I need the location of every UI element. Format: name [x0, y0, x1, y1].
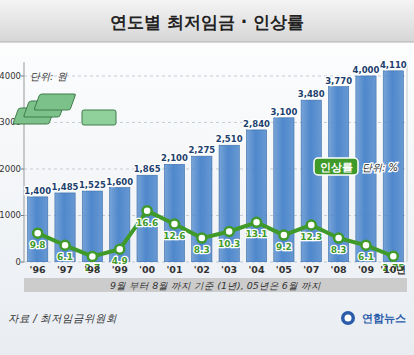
rate-value-label: 9.8 [30, 240, 46, 250]
y-unit-label: 단위: 원 [30, 71, 68, 82]
x-tick-label: '07 [303, 264, 319, 275]
x-tick-label: '99 [112, 264, 128, 275]
rate-marker [279, 231, 288, 240]
bar [82, 191, 102, 262]
note-band [24, 278, 407, 292]
bar-value-label: 1,525 [79, 180, 106, 190]
bar [301, 100, 321, 262]
rate-value-label: 6.1 [358, 252, 374, 262]
bar [192, 156, 212, 262]
rate-value-label: 16.6 [136, 218, 158, 228]
x-tick-label: '01 [166, 264, 182, 275]
x-tick-label: '98 [84, 264, 101, 275]
bar [219, 145, 239, 262]
bar [28, 197, 48, 262]
money-icon [13, 94, 116, 125]
y-tick-label: 2000 [0, 164, 21, 174]
rate-marker [361, 241, 370, 250]
rate-value-label: 12.3 [300, 232, 322, 242]
rate-value-label: 6.1 [57, 252, 73, 262]
rate-marker [143, 206, 152, 215]
bar-value-label: 1,865 [134, 164, 161, 174]
rate-marker [61, 241, 70, 250]
rate-marker [170, 219, 179, 228]
x-tick-label: '05 [276, 264, 292, 275]
rate-marker [334, 234, 343, 243]
note: 9월 부터 8월 까지 기준 (1년), 05년은 6월 까지 [110, 280, 321, 291]
credit-logo-inner [345, 315, 352, 322]
bar-value-label: 2,275 [188, 145, 215, 155]
rate-marker [389, 252, 398, 261]
x-tick-label: '10년 [380, 264, 406, 275]
legend: 인상률 [314, 158, 358, 175]
x-tick-label: '04 [248, 264, 265, 275]
grid-line [24, 215, 407, 216]
rate-value-label: 12.6 [163, 231, 185, 241]
background [0, 0, 414, 355]
rate-marker [33, 229, 42, 238]
grid-line [24, 262, 407, 263]
grid-line [24, 122, 407, 123]
title-rule [0, 42, 414, 43]
bar-value-label: 3,100 [270, 107, 297, 117]
rate-marker [252, 218, 261, 227]
rate-value-label: 10.3 [218, 239, 240, 249]
y-axis [24, 62, 25, 262]
y-tick-label: 1000 [0, 210, 21, 220]
x-tick-label: '09 [358, 264, 374, 275]
rate-marker [225, 227, 234, 236]
y2-axis [407, 62, 408, 262]
chart: 연도별 최저임금 · 인상률01000200030004000단위: 원1,40… [0, 0, 414, 355]
rate-value-label: 8.3 [194, 245, 210, 255]
rate-value-label: 8.3 [331, 245, 347, 255]
rate-marker [115, 245, 124, 254]
x-tick-label: '96 [30, 264, 47, 275]
x-tick-label: '00 [139, 264, 156, 275]
y-tick-label: 4000 [0, 71, 21, 81]
y-tick-label: 0 [16, 257, 21, 267]
rate-line [38, 211, 394, 257]
marks [28, 71, 404, 262]
x-tick-label: '02 [194, 264, 210, 275]
x-tick-label: '97 [57, 264, 73, 275]
rate-value-label: 9.2 [276, 242, 292, 252]
bar [137, 175, 157, 262]
bar-value-label: 3,480 [298, 89, 325, 99]
bar-value-label: 3,770 [325, 76, 352, 86]
bar-value-label: 2,100 [161, 153, 188, 163]
y2-unit-label: 단위: % [362, 162, 398, 173]
bar [55, 193, 75, 262]
bar [246, 130, 266, 262]
bar-value-label: 1,600 [106, 177, 133, 187]
source: 자료 / 최저임금위원회 [8, 312, 117, 324]
bar-value-label: 2,510 [216, 134, 243, 144]
bar-value-label: 4,110 [380, 60, 407, 70]
rate-marker [307, 220, 316, 229]
title-bar [0, 0, 414, 42]
rate-value-label: 13.1 [245, 229, 267, 239]
bar [164, 164, 184, 262]
rate-marker [88, 252, 97, 261]
bar-value-label: 1,485 [52, 182, 79, 192]
bar-value-label: 4,000 [353, 65, 380, 75]
bar [274, 118, 294, 262]
x-tick-label: '03 [221, 264, 237, 275]
credit-logo [341, 311, 355, 325]
bar-value-label: 2,840 [243, 119, 270, 129]
legend-label: 인상률 [320, 161, 353, 174]
rate-marker [197, 234, 206, 243]
x-tick-label: '08 [331, 264, 348, 275]
title: 연도별 최저임금 · 인상률 [110, 12, 304, 32]
bar-value-label: 1,400 [24, 186, 51, 196]
credit: 연합뉴스 [362, 312, 406, 325]
